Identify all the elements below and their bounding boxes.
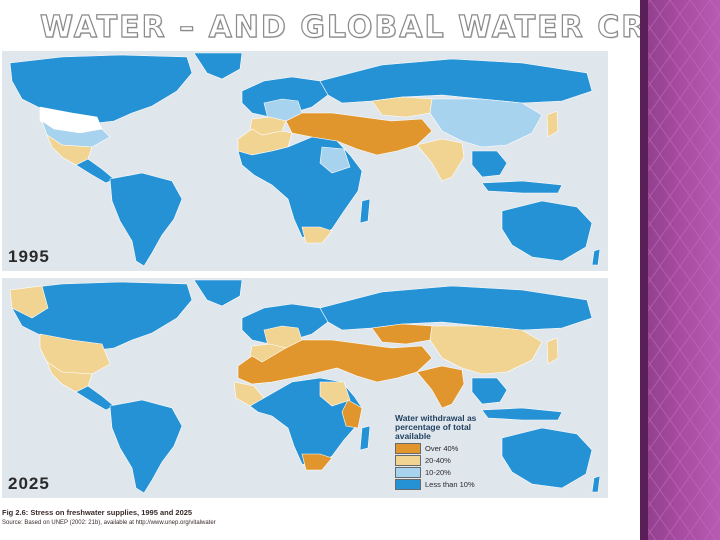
world-map-1995 — [9, 52, 601, 267]
legend-swatch-10-20 — [395, 466, 421, 478]
legend-label: Over 40% — [425, 443, 459, 453]
legend-item: Less than 10% — [395, 478, 515, 490]
legend-swatch-over-40 — [395, 442, 421, 454]
map-2025: 2025 — [2, 278, 608, 498]
legend-item: Over 40% — [395, 442, 515, 454]
map-1995: 1995 — [2, 51, 608, 271]
year-label-1995: 1995 — [8, 247, 50, 266]
legend-title: Water withdrawal as percentage of total … — [395, 413, 477, 441]
legend-swatch-20-40 — [395, 454, 421, 466]
figure-caption: Fig 2.6: Stress on freshwater supplies, … — [2, 508, 193, 517]
slide-title: WATER – AND GLOBAL WATER CRISIS — [39, 9, 720, 45]
legend-item: 20-40% — [395, 454, 515, 466]
legend-item: 10-20% — [395, 466, 515, 478]
world-map-2025 — [9, 279, 601, 494]
legend-swatch-under-10 — [395, 478, 421, 490]
map-legend: Water withdrawal as percentage of total … — [395, 413, 515, 490]
figure: 1995 — [0, 46, 610, 540]
legend-label: 10-20% — [425, 467, 451, 477]
legend-label: 20-40% — [425, 455, 451, 465]
decorative-side-panel — [640, 0, 720, 540]
legend-label: Less than 10% — [425, 479, 475, 489]
side-panel-edge — [640, 0, 648, 540]
year-label-2025: 2025 — [8, 474, 50, 493]
figure-source: Source: Based on UNEP (2002: 21b), avail… — [2, 520, 216, 526]
diamond-pattern — [640, 0, 720, 540]
